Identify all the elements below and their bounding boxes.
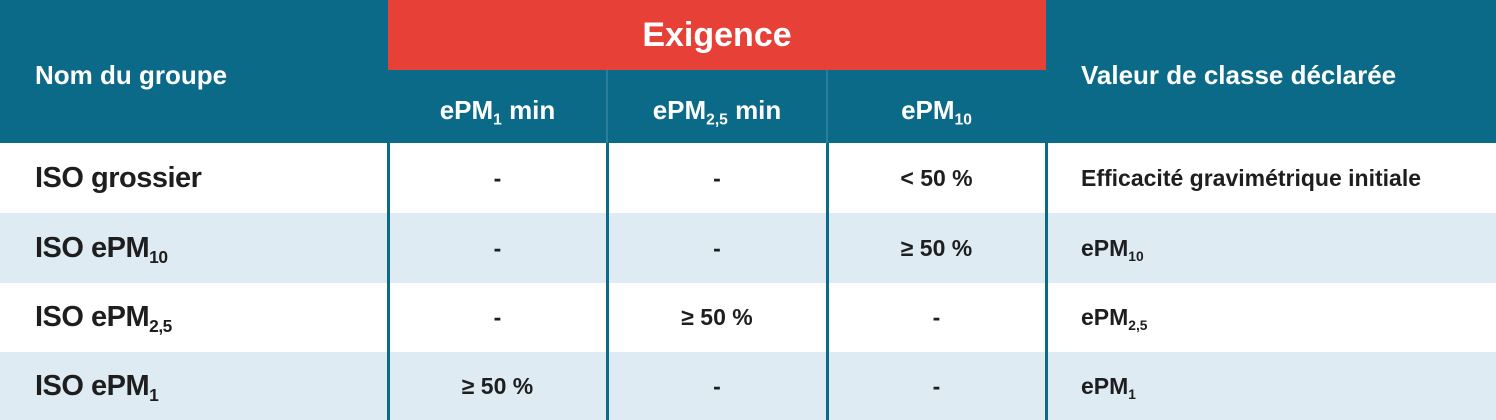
subscript: 10	[1128, 248, 1144, 264]
table-cell: -	[493, 304, 502, 330]
table-cell: ePM2,5	[1081, 283, 1496, 352]
table-cell: -	[713, 372, 721, 399]
text: ePM	[439, 94, 494, 125]
column-header: ePM1 min	[388, 76, 607, 144]
cell-text: ePM1 min	[439, 94, 556, 128]
column-divider	[606, 143, 609, 420]
group-header: Exigence	[388, 0, 1046, 70]
table-cell: -	[932, 304, 941, 330]
subscript: 1	[493, 110, 502, 128]
row-background	[0, 143, 1496, 213]
cell-text: ePM2,5	[1081, 304, 1148, 333]
cell-text: ePM10	[901, 94, 972, 128]
table-cell: ≥ 50 %	[461, 372, 534, 399]
column-header: ePM10	[827, 76, 1046, 144]
header-divider	[826, 70, 828, 143]
table-cell: ISO ePM1	[35, 352, 388, 420]
cell-text: ISO ePM1	[35, 369, 159, 405]
text: ePM	[652, 94, 707, 125]
table-cell: Efficacité gravimétrique initiale	[1081, 164, 1422, 191]
table-cell: ePM10	[1081, 213, 1496, 283]
cell-text: ePM10	[1081, 234, 1144, 264]
subscript: 10	[954, 110, 972, 128]
text: ePM	[1081, 234, 1129, 261]
table-cell: ≥ 50 %	[681, 304, 753, 330]
text: min	[501, 94, 556, 125]
subscript: 10	[149, 246, 168, 267]
table-cell: -	[713, 164, 721, 191]
cell-text: ISO ePM2,5	[35, 301, 172, 337]
subscript: 2,5	[706, 110, 728, 128]
cell-text: ISO ePM10	[35, 231, 168, 267]
row-background	[0, 283, 1496, 352]
text: min	[727, 94, 782, 125]
text: ISO ePM	[35, 231, 150, 264]
text: ISO ePM	[35, 301, 150, 333]
subscript: 2,5	[149, 316, 172, 337]
row-background	[0, 352, 1496, 420]
table-cell: -	[713, 234, 721, 261]
cell-text: ePM2,5 min	[652, 94, 782, 128]
column-divider	[1045, 143, 1048, 420]
text: ePM	[901, 94, 955, 125]
column-header: ePM2,5 min	[607, 76, 827, 144]
table-cell: -	[493, 164, 502, 191]
text: ISO ePM	[35, 369, 150, 402]
column-header: Valeur de classe déclarée	[1081, 59, 1397, 90]
table-cell: ≥ 50 %	[900, 234, 973, 261]
column-header: Nom du groupe	[35, 59, 228, 90]
column-divider	[387, 143, 390, 420]
row-background	[0, 213, 1496, 283]
header-divider	[606, 70, 608, 143]
text: ePM	[1081, 372, 1129, 399]
subscript: 2,5	[1128, 317, 1148, 333]
table-cell: -	[493, 234, 502, 261]
table-cell: < 50 %	[900, 164, 973, 191]
table-cell: ePM1	[1081, 352, 1496, 420]
table-cell: ISO ePM10	[35, 213, 388, 283]
table-cell: ISO grossier	[35, 161, 202, 194]
table-cell: -	[932, 372, 941, 399]
table-cell: ISO ePM2,5	[35, 283, 388, 352]
subscript: 1	[1128, 386, 1136, 402]
text: ePM	[1081, 304, 1129, 330]
subscript: 1	[149, 384, 159, 405]
cell-text: ePM1	[1081, 372, 1136, 402]
column-divider	[826, 143, 829, 420]
